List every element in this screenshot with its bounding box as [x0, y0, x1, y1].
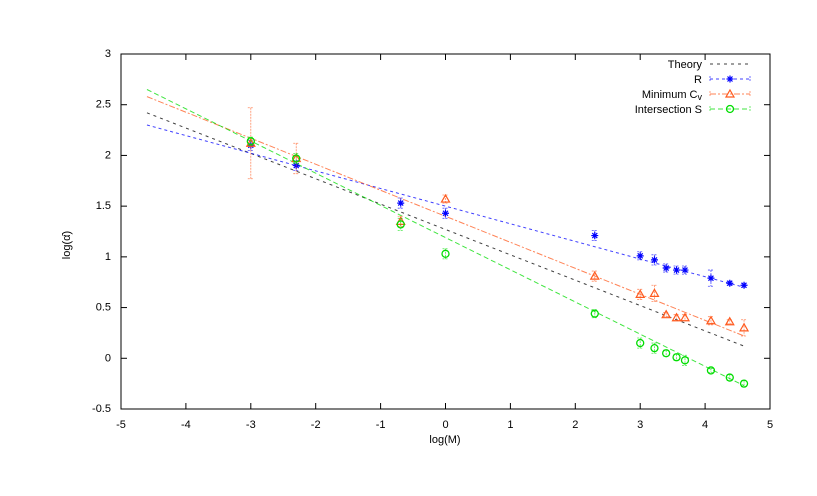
star-marker [726, 75, 734, 83]
legend-errbar [709, 106, 751, 112]
legend-errbar [709, 91, 751, 97]
error-bar [293, 142, 300, 175]
error-bar [741, 319, 748, 337]
circle-marker [706, 366, 716, 375]
y-tick-label: -0.5 [92, 403, 111, 415]
circle-marker [680, 356, 690, 365]
x-tick-label: 3 [637, 419, 643, 431]
triangle-marker [724, 316, 735, 326]
star-marker [442, 209, 449, 217]
error-bar [707, 368, 714, 373]
y-tick-label: 0 [105, 352, 111, 364]
error-bar [247, 107, 254, 180]
x-tick-label: 5 [767, 419, 773, 431]
x-tick-label: 2 [572, 419, 578, 431]
x-tick-label: 0 [442, 419, 448, 431]
circle-marker [662, 349, 671, 358]
star-marker [673, 266, 681, 274]
circle-marker [650, 343, 659, 353]
triangle-marker [724, 88, 736, 98]
star-marker [707, 274, 715, 282]
fit-line-theory [146, 112, 745, 347]
circle-marker [292, 154, 301, 163]
x-axis-label: log(M) [429, 434, 460, 446]
x-tick-label: 1 [507, 419, 513, 431]
triangle-marker [671, 312, 682, 322]
error-bar [726, 319, 733, 325]
error-bar [663, 312, 670, 318]
triangle-marker [635, 289, 646, 298]
star-marker [681, 266, 689, 274]
x-tick-label: 4 [702, 419, 708, 431]
triangle-marker [705, 315, 716, 325]
star-marker [662, 264, 670, 272]
triangle-marker [739, 322, 750, 332]
circle-marker [246, 137, 255, 146]
triangle-marker [679, 312, 691, 322]
star-marker [636, 252, 644, 260]
triangle-marker [245, 138, 256, 147]
fit-line-intersection-s [146, 89, 745, 387]
error-bar [707, 269, 714, 287]
series-r [247, 139, 748, 289]
legend-label: Theory [668, 59, 703, 71]
y-tick-label: 2 [105, 149, 111, 161]
x-tick-label: -3 [246, 419, 256, 431]
circle-marker [636, 338, 645, 348]
star-marker [650, 256, 658, 264]
x-tick-label: -5 [116, 419, 126, 431]
y-tick-label: 1.5 [96, 200, 111, 212]
legend-label: R [694, 74, 702, 86]
circle-marker [590, 309, 599, 318]
legend: Theory R Minimum Cv Intersection S [635, 59, 751, 116]
circle-marker [725, 104, 735, 114]
x-tick-label: -2 [311, 419, 321, 431]
series-minimum-c-v [245, 107, 750, 337]
x-tick-label: -1 [376, 419, 386, 431]
triangle-marker [661, 309, 672, 319]
y-tick-label: 3 [105, 48, 111, 60]
triangle-marker [589, 270, 600, 280]
triangle-marker [649, 288, 660, 297]
y-axis-label: log(α̂) [61, 231, 73, 259]
legend-errbar [709, 76, 751, 82]
circle-marker [725, 373, 734, 382]
star-marker [397, 199, 405, 207]
triangle-marker [440, 193, 451, 203]
legend-subscript: v [698, 92, 703, 102]
fit-line-r [146, 124, 745, 288]
y-tick-label: 0.5 [96, 302, 111, 314]
circle-marker [396, 220, 405, 229]
circle-marker [672, 353, 681, 362]
y-tick-label: 2.5 [96, 99, 111, 111]
circle-marker [739, 379, 749, 388]
star-marker [726, 279, 734, 287]
error-bar [651, 284, 658, 302]
x-tick-label: -4 [181, 419, 191, 431]
star-marker [591, 232, 599, 240]
legend-label: Intersection S [635, 104, 702, 116]
series-intersection-s [246, 136, 749, 388]
legend-label: Minimum Cv [642, 89, 703, 102]
circle-marker [441, 249, 450, 258]
star-marker [740, 281, 748, 289]
y-tick-label: 1 [105, 251, 111, 263]
